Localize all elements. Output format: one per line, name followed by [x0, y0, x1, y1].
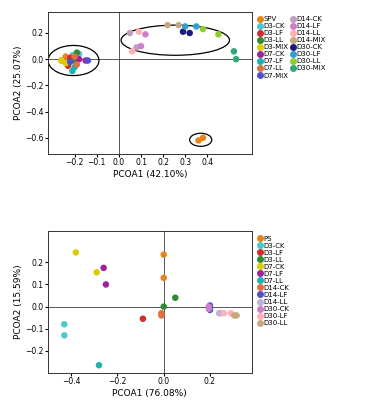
Point: [165, 22, 171, 28]
Point: [61, 321, 67, 328]
Point: [216, 310, 222, 316]
Point: [101, 265, 107, 271]
Legend: SPV, D3-CK, D3-LF, D3-LL, D3-MIX, D7-CK, D7-LF, D7-LL, D7-MIX, D14-CK, D14-LF, D: SPV, D3-CK, D3-LF, D3-LL, D3-MIX, D7-CK,…: [257, 16, 327, 79]
Point: [194, 23, 199, 30]
Y-axis label: PCOA2 (25.07%): PCOA2 (25.07%): [14, 46, 23, 120]
Point: [65, 63, 71, 69]
Point: [67, 59, 73, 65]
Point: [228, 310, 234, 316]
Point: [70, 52, 75, 59]
Point: [58, 57, 64, 64]
Point: [207, 307, 213, 313]
Point: [200, 26, 206, 32]
Point: [231, 312, 237, 319]
Point: [231, 48, 237, 55]
Point: [74, 49, 80, 56]
Point: [182, 23, 188, 30]
Point: [187, 30, 193, 36]
Point: [196, 137, 202, 144]
Point: [138, 43, 144, 49]
Point: [180, 28, 186, 35]
Point: [70, 68, 75, 74]
Point: [134, 44, 139, 51]
Point: [129, 48, 135, 55]
Point: [176, 22, 182, 28]
Point: [218, 310, 223, 316]
Point: [76, 51, 82, 57]
Point: [136, 28, 142, 35]
Legend: PS, D3-CK, D3-LF, D3-LL, D7-CK, D7-LF, D7-LL, D14-CK, D14-LF, D14-LL, D30-CK, D3: PS, D3-CK, D3-LF, D3-LL, D7-CK, D7-LF, D…: [257, 235, 290, 327]
Point: [72, 64, 78, 70]
X-axis label: PCOA1 (42.10%): PCOA1 (42.10%): [112, 170, 187, 178]
Point: [161, 275, 167, 281]
Point: [67, 55, 73, 61]
Point: [76, 56, 82, 63]
Point: [215, 31, 221, 38]
Point: [221, 310, 227, 316]
Point: [73, 249, 79, 255]
Point: [158, 310, 164, 316]
Point: [58, 57, 64, 64]
Point: [94, 269, 100, 275]
Point: [127, 30, 133, 36]
Point: [207, 302, 213, 309]
Point: [72, 53, 78, 60]
Point: [161, 304, 167, 310]
Point: [161, 251, 167, 258]
Point: [63, 53, 69, 60]
Point: [61, 332, 67, 338]
Point: [140, 316, 146, 322]
Point: [158, 312, 164, 319]
Point: [200, 135, 206, 141]
Y-axis label: PCOA2 (15.59%): PCOA2 (15.59%): [14, 265, 23, 340]
Point: [172, 294, 178, 301]
Point: [85, 57, 91, 64]
Point: [206, 306, 212, 312]
Point: [83, 57, 89, 64]
Point: [233, 312, 239, 319]
Point: [72, 57, 78, 64]
Point: [103, 281, 109, 288]
Point: [63, 60, 69, 66]
Point: [74, 61, 80, 68]
Point: [206, 304, 212, 310]
Point: [96, 362, 102, 369]
Point: [233, 56, 239, 63]
X-axis label: PCOA1 (76.08%): PCOA1 (76.08%): [112, 389, 187, 398]
Point: [142, 31, 148, 38]
